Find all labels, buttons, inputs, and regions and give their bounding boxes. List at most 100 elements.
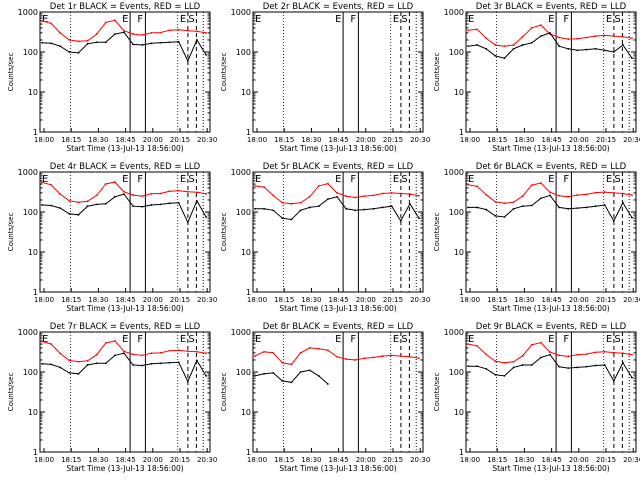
- events-series-point: [59, 207, 62, 210]
- lld-series-point: [476, 185, 479, 188]
- lld-series-point: [254, 184, 256, 187]
- lld-series-point: [317, 347, 320, 350]
- events-series-point: [326, 383, 329, 385]
- y-tick-label: 1000: [231, 328, 251, 337]
- lld-series-point: [113, 19, 116, 22]
- x-tick-label: 18:15: [274, 136, 294, 144]
- events-series-point: [132, 43, 135, 46]
- events-series-point: [631, 376, 633, 379]
- lld-series-point: [68, 39, 71, 41]
- lld-series-point: [263, 350, 266, 353]
- lld-series-point: [603, 350, 606, 353]
- events-series-point: [254, 374, 256, 377]
- marker-label: F: [350, 174, 356, 185]
- x-tick-label: 18:00: [460, 296, 480, 304]
- lld-series-point: [418, 194, 420, 197]
- lld-series-point: [205, 192, 207, 195]
- lld-series-point: [68, 359, 71, 362]
- x-tick-label: 20:30: [623, 456, 640, 464]
- events-series-point: [521, 205, 524, 208]
- events-series-point: [317, 205, 320, 208]
- events-series-point: [503, 374, 506, 377]
- lld-series-point: [399, 192, 402, 195]
- x-tick-label: 18:45: [542, 136, 562, 144]
- events-series-point: [594, 47, 597, 50]
- marker-label: E: [393, 334, 399, 345]
- lld-series-point: [539, 24, 542, 27]
- lld-series-point: [485, 353, 488, 356]
- lld-series-point: [290, 202, 293, 205]
- marker-label: E: [335, 14, 341, 25]
- events-series-point: [308, 369, 311, 372]
- marker-label: E: [468, 174, 474, 185]
- lld-series-point: [159, 31, 162, 34]
- x-tick-label: 18:15: [487, 136, 507, 144]
- lld-series-point: [86, 39, 89, 42]
- lld-series-point: [467, 183, 469, 186]
- x-tick-label: 18:45: [542, 456, 562, 464]
- lld-series-point: [150, 352, 153, 355]
- events-series-point: [50, 204, 53, 207]
- events-series-point: [354, 209, 357, 212]
- lld-series-point: [68, 199, 71, 202]
- x-tick-label: 20:15: [170, 136, 190, 144]
- plot-frame: [465, 331, 637, 453]
- lld-series-point: [41, 19, 43, 22]
- lld-series-point: [141, 195, 144, 197]
- events-series-point: [399, 219, 402, 222]
- lld-series-point: [467, 29, 469, 32]
- y-tick-label: 100: [449, 48, 464, 57]
- y-tick-label: 10: [241, 88, 251, 97]
- y-tick-label: 10: [454, 408, 464, 417]
- x-axis-label: Start Time (13-Jul-13 18:56:00): [66, 144, 183, 153]
- lld-series-point: [594, 191, 597, 194]
- events-series-point: [381, 206, 384, 209]
- events-series-point: [612, 51, 615, 53]
- lld-series-point: [576, 353, 579, 356]
- lld-series-point: [77, 201, 80, 204]
- events-series-point: [68, 212, 71, 215]
- marker-label: F: [137, 14, 143, 25]
- x-tick-label: 18:45: [116, 136, 136, 144]
- events-series-point: [272, 209, 275, 212]
- events-series-point: [150, 362, 153, 365]
- events-series-point: [113, 354, 116, 357]
- lld-series-point: [159, 192, 162, 195]
- events-series-point: [195, 39, 198, 41]
- lld-series-point: [485, 37, 488, 40]
- x-tick-label: 18:00: [34, 296, 54, 304]
- events-series-point: [123, 31, 125, 34]
- lld-series-point: [530, 184, 533, 187]
- panel-title: Det 4r BLACK = Events, RED = LLD: [50, 162, 201, 172]
- events-series-point: [494, 373, 497, 376]
- panel-2: Det 2r BLACK = Events, RED = LLD 1 10 100 10…: [220, 2, 430, 153]
- x-tick-label: 20:30: [410, 456, 430, 464]
- events-series-point: [159, 41, 162, 44]
- lld-series-point: [539, 341, 542, 344]
- lld-series-point: [503, 361, 506, 364]
- x-tick-label: 20:15: [596, 456, 616, 464]
- y-tick-label: 100: [23, 48, 38, 57]
- plot-frame: [465, 11, 637, 133]
- events-series-point: [521, 44, 524, 46]
- marker-label: F: [137, 334, 143, 345]
- events-series-point: [476, 44, 479, 46]
- events-series-point: [485, 47, 488, 50]
- x-tick-label: 20:00: [356, 136, 376, 144]
- events-series-point: [59, 45, 62, 48]
- panel-title: Det 9r BLACK = Events, RED = LLD: [476, 322, 627, 332]
- y-tick-label: 1000: [231, 8, 251, 17]
- marker-label: S: [401, 174, 407, 185]
- marker-label: S: [401, 14, 407, 25]
- lld-series-point: [390, 354, 393, 357]
- y-axis-label: Counts/sec: [220, 53, 228, 92]
- marker-label: E: [122, 14, 128, 25]
- events-series-point: [326, 198, 329, 201]
- marker-label: E: [393, 174, 399, 185]
- lld-series-point: [558, 36, 561, 39]
- events-series-point: [86, 364, 89, 366]
- marker-label: S: [614, 334, 620, 345]
- y-tick-label: 100: [236, 368, 251, 377]
- lld-series-point: [159, 352, 162, 354]
- y-tick-label: 10: [241, 408, 251, 417]
